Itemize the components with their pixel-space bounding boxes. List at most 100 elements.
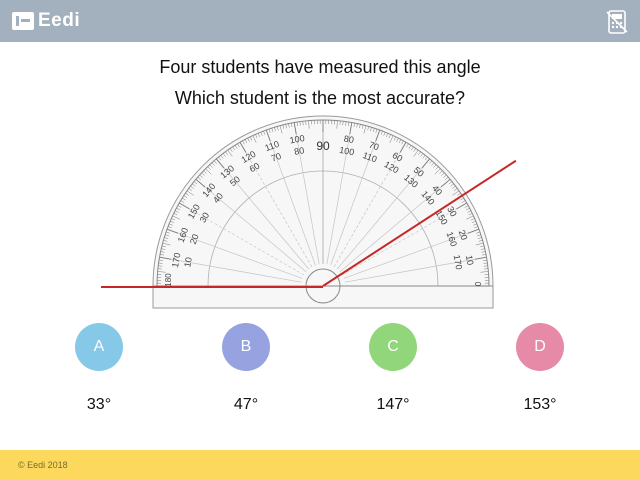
protractor-tick bbox=[474, 226, 479, 229]
protractor-inner-label: 110 bbox=[361, 150, 378, 164]
protractor-tick bbox=[161, 245, 166, 248]
footer-bar: © Eedi 2018 bbox=[0, 450, 640, 480]
protractor-tick bbox=[271, 128, 274, 133]
protractor-tick bbox=[225, 151, 228, 156]
protractor-tick bbox=[398, 139, 402, 144]
option-d-button[interactable]: D bbox=[516, 323, 564, 371]
protractor-tick bbox=[172, 215, 180, 220]
option-c-letter: C bbox=[387, 338, 399, 355]
protractor-tick bbox=[345, 121, 347, 126]
protractor-outer-label: 60 bbox=[391, 150, 405, 164]
protractor-tick bbox=[227, 149, 233, 157]
protractor-tick bbox=[367, 126, 369, 131]
protractor-inner-label: 130 bbox=[402, 172, 420, 189]
option-a-answer: 33° bbox=[86, 396, 112, 413]
protractor-tick bbox=[234, 145, 238, 149]
protractor-tick bbox=[257, 133, 260, 137]
protractor-tick bbox=[164, 237, 169, 239]
protractor-outer-label: 110 bbox=[264, 139, 281, 153]
protractor: 1017020160301504014050130601207011080100… bbox=[101, 115, 517, 309]
protractor-tick bbox=[458, 195, 463, 198]
protractor-inner-label: 50 bbox=[228, 174, 242, 188]
protractor-radial bbox=[178, 233, 303, 279]
protractor-tick bbox=[383, 131, 386, 136]
protractor-tick bbox=[299, 121, 301, 126]
option-a-button[interactable]: A bbox=[75, 323, 123, 371]
protractor-tick bbox=[291, 123, 293, 128]
protractor-tick bbox=[353, 123, 355, 128]
protractor-radial bbox=[344, 258, 475, 283]
protractor-radial bbox=[343, 233, 468, 279]
protractor-tick bbox=[348, 122, 350, 127]
protractor-tick bbox=[282, 124, 285, 129]
protractor-tick bbox=[380, 130, 383, 135]
protractor-outer-arc bbox=[156, 119, 490, 287]
calculator-icon[interactable] bbox=[606, 10, 628, 34]
protractor-tick bbox=[247, 137, 250, 142]
protractor-tick bbox=[386, 133, 389, 137]
protractor-inner-label: 120 bbox=[382, 159, 400, 175]
protractor-tick bbox=[452, 185, 456, 189]
protractor-tick bbox=[205, 168, 212, 175]
protractor-tick bbox=[161, 248, 166, 250]
protractor-tick bbox=[453, 188, 458, 191]
protractor-tick bbox=[171, 218, 176, 221]
protractor-tick bbox=[481, 251, 486, 253]
protractor-tick bbox=[180, 200, 185, 203]
protractor-tick bbox=[418, 151, 421, 156]
protractor-radial bbox=[245, 152, 313, 268]
option-d-answer: 153° bbox=[523, 396, 557, 413]
protractor-tick bbox=[476, 231, 481, 234]
protractor-tick bbox=[159, 259, 164, 261]
protractor-radial bbox=[223, 167, 310, 270]
protractor-tick bbox=[255, 134, 258, 139]
protractor-radial bbox=[330, 141, 377, 266]
protractor-radial bbox=[189, 208, 305, 276]
protractor-tick bbox=[242, 140, 245, 145]
protractor-tick bbox=[274, 127, 276, 132]
protractor-tick bbox=[201, 172, 205, 176]
protractor-inner-label: 150 bbox=[434, 208, 450, 226]
protractor-tick bbox=[162, 242, 171, 246]
option-b-button[interactable]: B bbox=[222, 323, 270, 371]
protractor-tick bbox=[188, 188, 193, 191]
protractor-radial bbox=[295, 134, 320, 265]
protractor-tick bbox=[481, 254, 486, 256]
protractor-tick bbox=[448, 181, 453, 185]
protractor-tick bbox=[250, 136, 253, 141]
protractor-tick bbox=[192, 183, 196, 187]
protractor-tick bbox=[464, 205, 469, 208]
protractor-tick bbox=[456, 202, 467, 210]
protractor-radial bbox=[341, 208, 457, 276]
protractor-tick bbox=[473, 223, 478, 226]
eedi-logo[interactable]: Eedi bbox=[12, 10, 80, 32]
protractor-tick bbox=[268, 128, 271, 133]
protractor-tick bbox=[450, 183, 454, 187]
protractor-tick bbox=[461, 200, 466, 203]
protractor-tick bbox=[157, 271, 166, 273]
protractor-tick bbox=[388, 134, 391, 139]
protractor-center-circle bbox=[305, 268, 341, 304]
protractor-radial bbox=[339, 186, 442, 273]
protractor-tick bbox=[389, 135, 394, 143]
protractor-tick bbox=[429, 160, 433, 164]
protractor-tick bbox=[165, 231, 170, 234]
protractor-inner-label: 170 bbox=[452, 254, 464, 271]
protractor-outer-label: 170 bbox=[170, 252, 182, 269]
protractor-tick bbox=[279, 125, 283, 134]
option-b-letter: B bbox=[240, 338, 252, 355]
protractor-tick bbox=[218, 156, 222, 161]
protractor-tick bbox=[173, 213, 178, 216]
protractor-label-0: 0 bbox=[473, 282, 482, 287]
protractor-tick bbox=[399, 142, 407, 153]
protractor-tick bbox=[457, 192, 461, 196]
protractor-radial bbox=[336, 167, 423, 270]
protractor-tick bbox=[396, 137, 399, 142]
protractor-tick bbox=[197, 176, 201, 180]
question-line-1: Four students have measured this angle bbox=[159, 57, 481, 77]
protractor-inner-arc bbox=[207, 170, 439, 287]
protractor-tick bbox=[443, 174, 447, 178]
protractor-inner-label: 160 bbox=[444, 230, 459, 248]
option-c-button[interactable]: C bbox=[369, 323, 417, 371]
protractor-tick bbox=[239, 142, 247, 153]
